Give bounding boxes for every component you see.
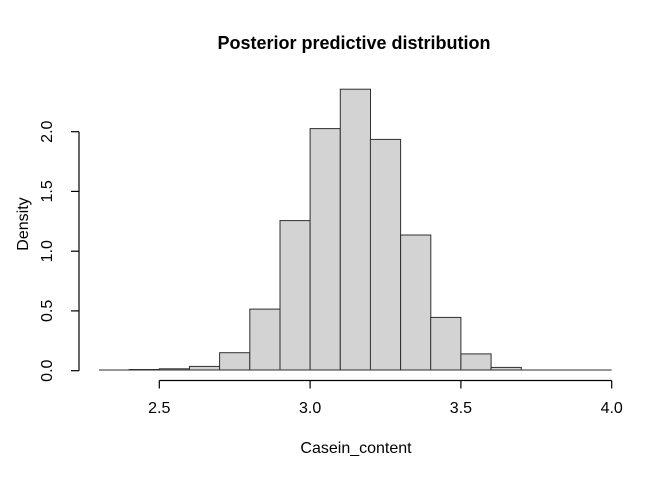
histogram-bar (369, 138, 402, 371)
histogram-bar (219, 352, 251, 371)
histogram-bar (189, 365, 221, 371)
y-axis-tick-label: 1.5 (39, 180, 56, 202)
x-axis-tick-label: 2.5 (148, 400, 170, 417)
y-axis-tick-label: 1.0 (39, 240, 56, 262)
y-axis-title: Density (15, 197, 32, 250)
y-axis-tick-label: 0.5 (39, 300, 56, 322)
histogram-bar (309, 128, 341, 371)
histogram-bar (279, 220, 311, 371)
histogram-bar (460, 353, 492, 371)
axes-group: 2.5 3.0 3.5 4.0 0.0 0.5 1.0 1.5 2.0 (39, 120, 623, 417)
chart-title: Posterior predictive distribution (217, 33, 490, 53)
histogram-bar (249, 308, 281, 371)
y-axis-tick-label: 2.0 (39, 120, 56, 142)
histogram-bar (430, 316, 462, 371)
histogram-bar (339, 88, 371, 371)
bars-group (99, 88, 612, 371)
x-axis-tick-label: 3.5 (450, 400, 472, 417)
x-axis-tick-label: 3.0 (299, 400, 321, 417)
y-axis-tick-label: 0.0 (39, 359, 56, 381)
histogram-bar (400, 234, 432, 371)
x-axis-tick-label: 4.0 (601, 400, 623, 417)
x-axis-title: Casein_content (300, 440, 412, 457)
